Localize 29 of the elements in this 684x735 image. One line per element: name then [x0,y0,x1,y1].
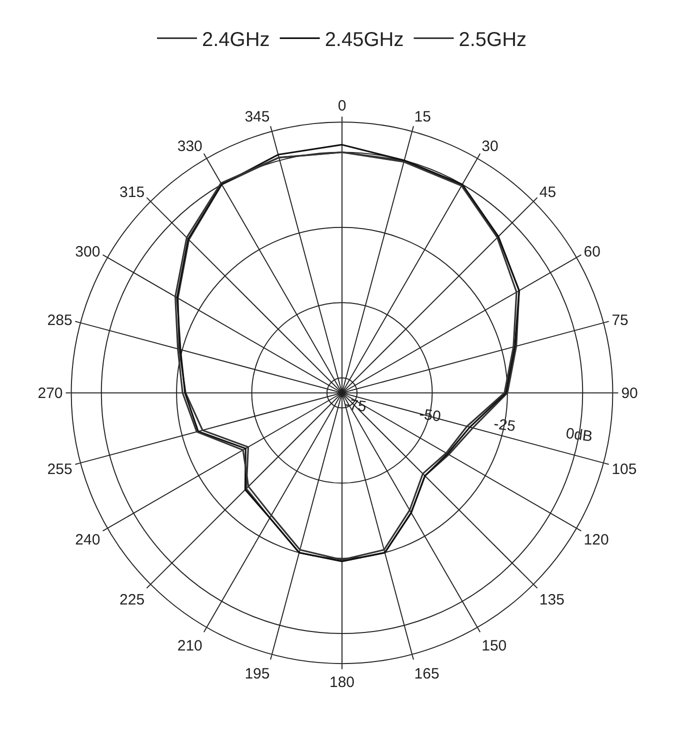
spoke-label: 270 [38,385,63,402]
legend-label: 2.45GHz [324,29,404,51]
spoke-label: 300 [75,243,100,260]
spoke-label: 225 [120,592,145,609]
legend-label: 2.5GHz [458,29,527,51]
spoke-label: 45 [539,184,556,202]
spoke-label: 15 [414,108,431,126]
spoke-label: 210 [177,637,202,654]
spoke-label: 180 [329,674,355,692]
spoke-label: 315 [120,184,145,202]
spoke-label: 240 [75,532,100,549]
spoke-label: 120 [584,532,609,549]
y-tick-label: 0dB [564,425,594,446]
y-tick-label: -25 [492,416,516,436]
spoke-label: 60 [584,243,600,260]
spoke-label: 150 [482,637,507,654]
spoke-label: 135 [539,592,564,609]
legend-label: 2.4GHz [202,29,270,51]
spoke-label: 75 [612,312,628,329]
spoke-label: 165 [414,665,440,682]
spoke-label: 90 [621,385,638,402]
spoke-label: 0 [338,98,346,115]
spoke-label: 195 [244,665,270,682]
spoke-label: 285 [47,312,72,329]
spoke-label: 330 [177,138,202,156]
spoke-label: 30 [482,138,498,156]
spoke-label: 105 [612,461,637,478]
spoke-label: 345 [244,108,270,126]
spoke-label: 255 [47,461,72,478]
